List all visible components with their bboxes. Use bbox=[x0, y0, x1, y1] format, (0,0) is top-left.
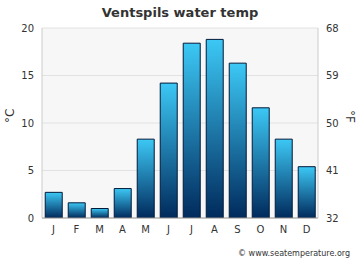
svg-text:20: 20 bbox=[21, 23, 34, 34]
svg-text:A: A bbox=[119, 224, 126, 235]
svg-text:0: 0 bbox=[28, 213, 34, 224]
html-text:© www.seatemperature.org: © www.seatemperature.org bbox=[238, 249, 350, 258]
svg-text:J: J bbox=[189, 224, 193, 235]
svg-text:S: S bbox=[234, 224, 240, 235]
svg-text:32: 32 bbox=[326, 213, 339, 224]
svg-text:A: A bbox=[211, 224, 218, 235]
svg-text:J: J bbox=[51, 224, 55, 235]
svg-text:10: 10 bbox=[21, 118, 34, 129]
html-text:Ventspils water temp: Ventspils water temp bbox=[101, 5, 259, 20]
svg-text:°C: °C bbox=[8, 109, 17, 123]
svg-text:N: N bbox=[280, 224, 287, 235]
svg-text:59: 59 bbox=[326, 70, 339, 81]
svg-text:F: F bbox=[74, 224, 80, 235]
svg-text:M: M bbox=[141, 224, 150, 235]
svg-text:J: J bbox=[166, 224, 170, 235]
svg-text:68: 68 bbox=[326, 23, 339, 34]
svg-text:O: O bbox=[257, 224, 265, 235]
svg-text:41: 41 bbox=[326, 165, 339, 176]
svg-text:M: M bbox=[95, 224, 104, 235]
svg-text:5: 5 bbox=[28, 165, 34, 176]
svg-text:50: 50 bbox=[326, 118, 339, 129]
svg-text:°F: °F bbox=[343, 110, 352, 123]
svg-text:15: 15 bbox=[21, 70, 34, 81]
svg-text:D: D bbox=[303, 224, 311, 235]
